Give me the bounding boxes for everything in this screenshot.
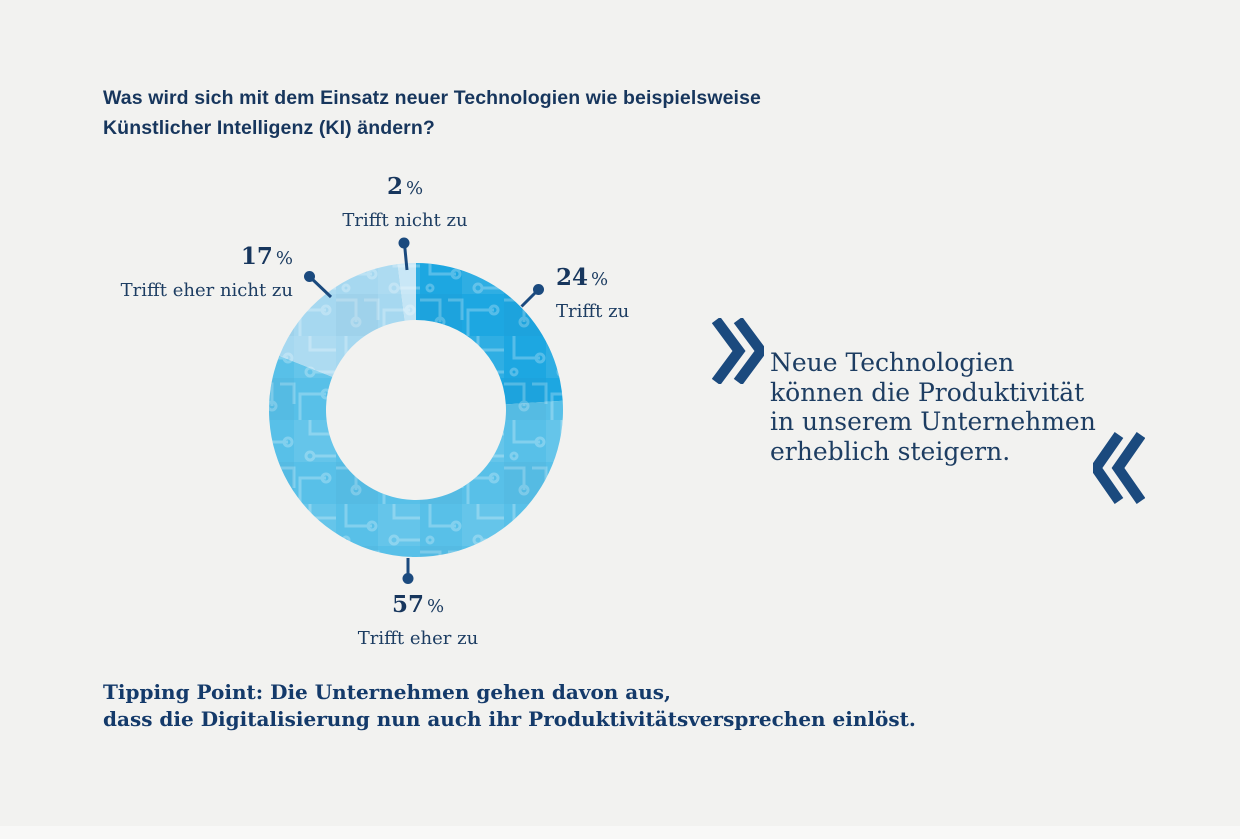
leader-trifft-eher-zu xyxy=(402,558,414,584)
percent-value: 2 xyxy=(386,173,403,200)
guillemet-close-icon xyxy=(1093,432,1145,504)
leader-trifft-zu xyxy=(520,284,544,308)
label-trifft-eher-nicht-zu: 17% Trifft eher nicht zu xyxy=(40,244,293,302)
quote-line: können die Produktivität xyxy=(770,377,1085,407)
bottom-strip xyxy=(0,826,1240,839)
guillemet-open-icon xyxy=(712,318,764,384)
percent-value: 57 xyxy=(391,591,424,618)
caption-line-1: Tipping Point: Die Unternehmen gehen dav… xyxy=(103,680,672,704)
percent-sign: % xyxy=(591,269,609,290)
chart-title: Was wird sich mit dem Einsatz neuer Tech… xyxy=(103,84,863,143)
segment-label: Trifft nicht zu xyxy=(342,210,468,231)
percent-sign: % xyxy=(426,596,445,617)
segment-label: Trifft eher nicht zu xyxy=(120,280,293,301)
quote-line: in unserem Unternehmen xyxy=(770,407,1096,436)
tipping-point-caption: Tipping Point: Die Unternehmen gehen dav… xyxy=(103,679,916,733)
label-trifft-zu: 24% Trifft zu xyxy=(556,265,776,323)
donut-segments xyxy=(268,263,563,557)
label-trifft-nicht-zu: 2% Trifft nicht zu xyxy=(305,174,505,232)
percent-value: 17 xyxy=(240,243,273,270)
percent-sign: % xyxy=(275,248,293,269)
quote-block: Neue Technologien können die Produktivit… xyxy=(710,316,1155,516)
quote-text: Neue Technologien können die Produktivit… xyxy=(770,348,1096,466)
quote-line: Neue Technologien xyxy=(770,348,1015,377)
donut-chart xyxy=(268,237,563,584)
leader-trifft-nicht-zu xyxy=(398,237,410,271)
percent-value: 24 xyxy=(556,264,589,291)
leader-trifft-eher-nicht-zu xyxy=(304,271,333,299)
chart-title-line-2: Künstlicher Intelligenz (KI) ändern? xyxy=(103,116,435,139)
label-trifft-eher-zu: 57% Trifft eher zu xyxy=(318,592,518,650)
circuit-texture-overlay xyxy=(269,263,563,557)
chart-title-line-1: Was wird sich mit dem Einsatz neuer Tech… xyxy=(103,87,761,109)
caption-line-2: dass die Digitalisierung nun auch ihr Pr… xyxy=(103,707,916,731)
segment-label: Trifft zu xyxy=(556,301,630,322)
segment-label: Trifft eher zu xyxy=(357,628,479,649)
quote-line: erheblich steigern. xyxy=(770,436,1011,466)
percent-sign: % xyxy=(405,178,424,199)
